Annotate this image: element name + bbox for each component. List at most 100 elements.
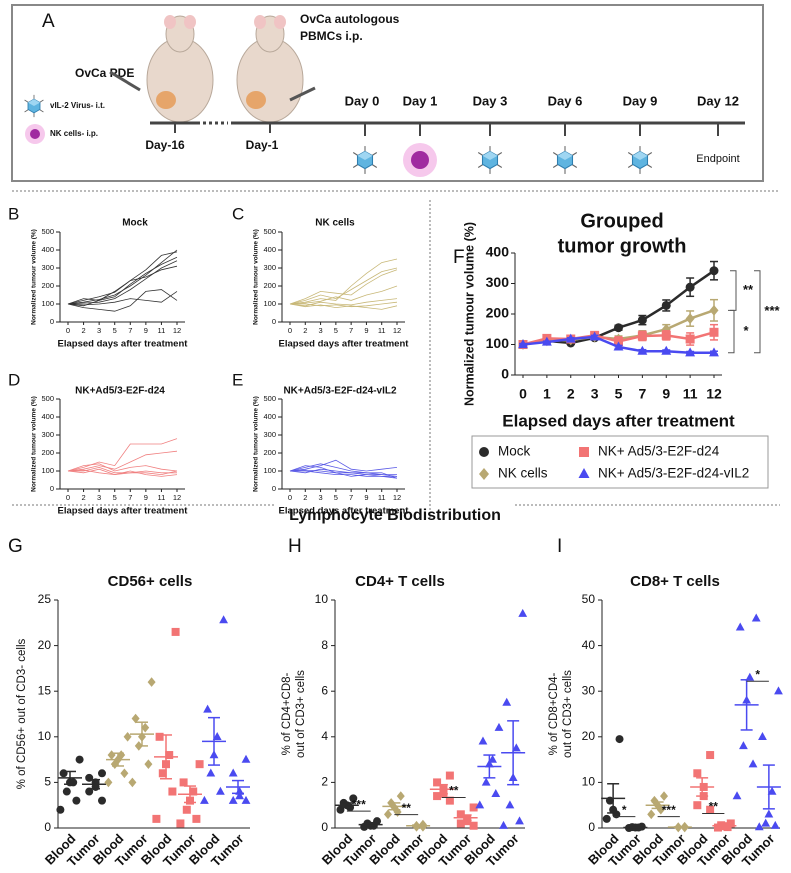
marker: [685, 282, 695, 292]
significance-label: **: [743, 282, 754, 297]
marker: [59, 769, 68, 778]
marker: [713, 823, 722, 832]
significance-label: **: [449, 784, 459, 798]
marker: [685, 334, 695, 344]
marker: [147, 677, 156, 687]
y-tick-label: 200: [486, 305, 510, 321]
chart-title: NK cells: [315, 218, 355, 229]
day-label: Day 0: [345, 93, 380, 108]
x-tick-label: 2: [303, 326, 307, 335]
marker: [475, 800, 485, 809]
series-line: [289, 285, 398, 305]
panel-letter: E: [232, 370, 243, 389]
marker: [578, 468, 590, 478]
x-tick-label: 0: [288, 493, 292, 502]
marker: [98, 769, 106, 778]
marker: [216, 786, 225, 795]
day-label: Day-16: [145, 138, 185, 152]
marker: [732, 791, 742, 800]
legend-label: NK+ Ad5/3-E2F-d24-vIL2: [598, 466, 749, 481]
y-tick-label: 0: [44, 820, 51, 834]
marker: [660, 791, 669, 801]
x-tick-label: 3: [97, 326, 101, 335]
series-line: [290, 301, 398, 308]
mouse-illustration: [236, 15, 316, 123]
marker: [764, 809, 774, 818]
day-label: Day 3: [473, 93, 508, 108]
marker: [541, 336, 552, 346]
significance-label: **: [402, 801, 412, 815]
y-tick-label: 15: [38, 683, 52, 697]
marker: [206, 768, 216, 777]
y-tick-label: 0: [272, 317, 276, 326]
section-title: Lymphocyte Biodistribution: [289, 507, 501, 524]
series-line: [67, 468, 178, 477]
marker: [748, 759, 758, 768]
marker: [518, 339, 528, 349]
x-tick-label: 12: [173, 493, 181, 502]
panel-a-frame: [11, 4, 764, 182]
y-tick-label: 400: [41, 412, 54, 421]
marker: [647, 809, 656, 820]
x-axis-label: Elapsed days after treatment: [502, 411, 735, 430]
x-axis-label: Elapsed days after treatment: [279, 339, 410, 350]
marker: [650, 795, 659, 806]
panel-letter: I: [557, 536, 562, 557]
y-tick-label: 40: [582, 638, 596, 652]
x-axis-label: Elapsed days after treatment: [58, 506, 189, 517]
nk-cell-icon: [411, 151, 429, 169]
marker: [445, 771, 454, 780]
y-tick-label: 300: [41, 430, 54, 439]
marker: [614, 336, 623, 346]
marker: [656, 804, 665, 815]
y-tick-label: 100: [263, 466, 276, 475]
marker: [235, 791, 244, 800]
y-tick-label: 100: [263, 299, 276, 308]
y-tick-label: 0: [50, 484, 54, 493]
marker: [706, 805, 715, 814]
marker: [85, 773, 94, 782]
marker: [176, 819, 185, 828]
day-label: Day 1: [403, 93, 438, 108]
x-tick-label: 11: [683, 386, 698, 402]
day-label: Day 9: [623, 93, 658, 108]
y-tick-label: 200: [41, 281, 54, 290]
marker: [200, 795, 209, 804]
panel-letter: F: [453, 247, 465, 268]
legend-label: NK cells- i.p.: [50, 129, 98, 138]
y-tick-label: 6: [321, 683, 328, 697]
marker: [770, 820, 780, 829]
chart-title: CD8+ T cells: [630, 573, 720, 590]
y-tick-label: 50: [582, 592, 596, 606]
x-tick-label: 12: [173, 326, 181, 335]
x-tick-label: 5: [334, 326, 338, 335]
marker: [123, 732, 132, 742]
x-tick-label: 9: [662, 386, 670, 402]
chart-title: CD4+ T cells: [355, 573, 445, 590]
marker: [131, 713, 140, 724]
x-tick-label: 11: [158, 326, 166, 335]
y-tick-label: 0: [50, 317, 54, 326]
marker: [499, 820, 508, 829]
x-tick-label: 3: [318, 326, 322, 335]
significance-label: *: [743, 323, 749, 338]
chart-title: NK+Ad5/3-E2F-d24-vIL2: [283, 386, 397, 397]
x-tick-label: 5: [113, 326, 117, 335]
marker: [179, 778, 188, 787]
y-tick-label: 200: [263, 281, 276, 290]
marker: [735, 622, 745, 631]
marker: [228, 768, 238, 777]
y-tick-label: 400: [263, 245, 276, 254]
marker: [488, 754, 497, 763]
day-label: Day-1: [246, 138, 279, 152]
marker: [751, 613, 761, 622]
y-tick-label: 0: [501, 366, 509, 382]
series-line: [67, 260, 178, 305]
marker: [62, 787, 71, 796]
significance-label: ***: [352, 797, 366, 811]
y-axis-label: Normalized tumour volume (%): [462, 222, 476, 406]
marker: [481, 777, 491, 786]
y-axis-label: Normalized tumour volume (%): [31, 396, 38, 492]
marker: [706, 751, 715, 760]
marker: [171, 627, 180, 636]
